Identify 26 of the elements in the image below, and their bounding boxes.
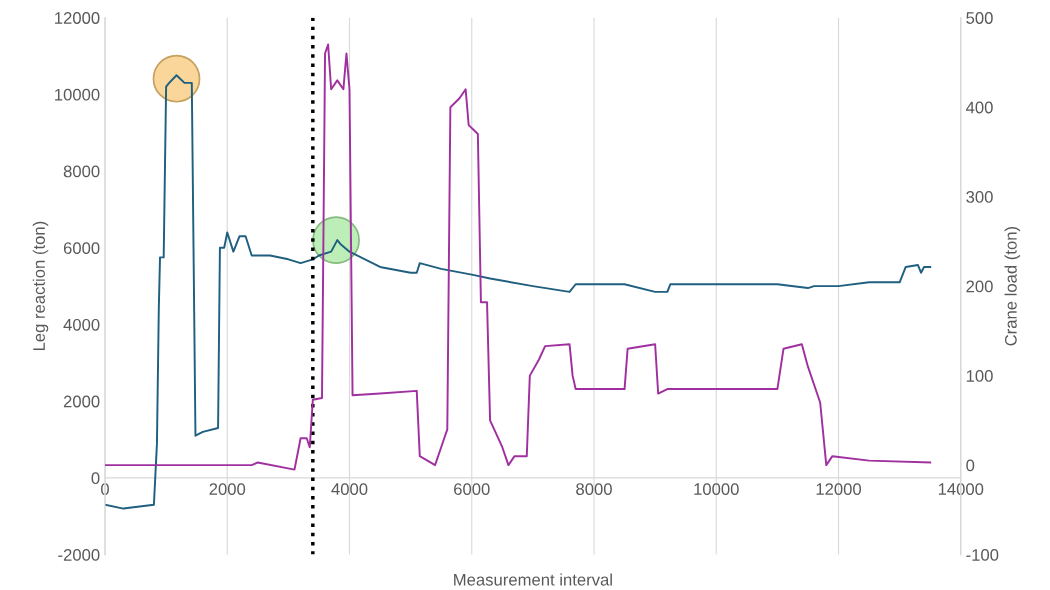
y2-tick-label: 500 [966,12,993,24]
y2-tick-label: -100 [966,549,999,561]
y-tick-label: 2000 [63,395,100,408]
x-tick-label: 12000 [816,483,862,495]
y2-tick-label: 300 [966,191,993,203]
x-tick-label: 0 [101,483,109,495]
x-tick-label: 14000 [938,483,984,495]
y-tick-label: 10000 [55,88,100,101]
y2-axis-title: Crane load (ton) [1004,226,1021,346]
x-axis-title: Measurement interval [454,573,612,586]
y2-tick-label: 400 [965,101,993,114]
y2-tick-label: 100 [966,370,993,382]
x-tick-label: 10000 [694,483,739,495]
x-tick-label: 4000 [331,483,368,495]
y-tick-label: 12000 [55,12,100,24]
y-tick-label: 0 [91,472,100,485]
y-axis-title: Leg reaction (ton) [32,221,49,351]
x-tick-label: 2000 [209,483,246,495]
y-tick-label: 4000 [63,318,100,331]
y-tick-label: 8000 [63,165,100,178]
y-tick-label: -2000 [58,549,100,561]
y2-tick-label: 0 [966,459,975,472]
y2-tick-label: 200 [966,280,993,293]
y-tick-label: 6000 [63,242,100,254]
x-tick-label: 6000 [454,483,490,495]
x-tick-label: 8000 [576,483,612,495]
